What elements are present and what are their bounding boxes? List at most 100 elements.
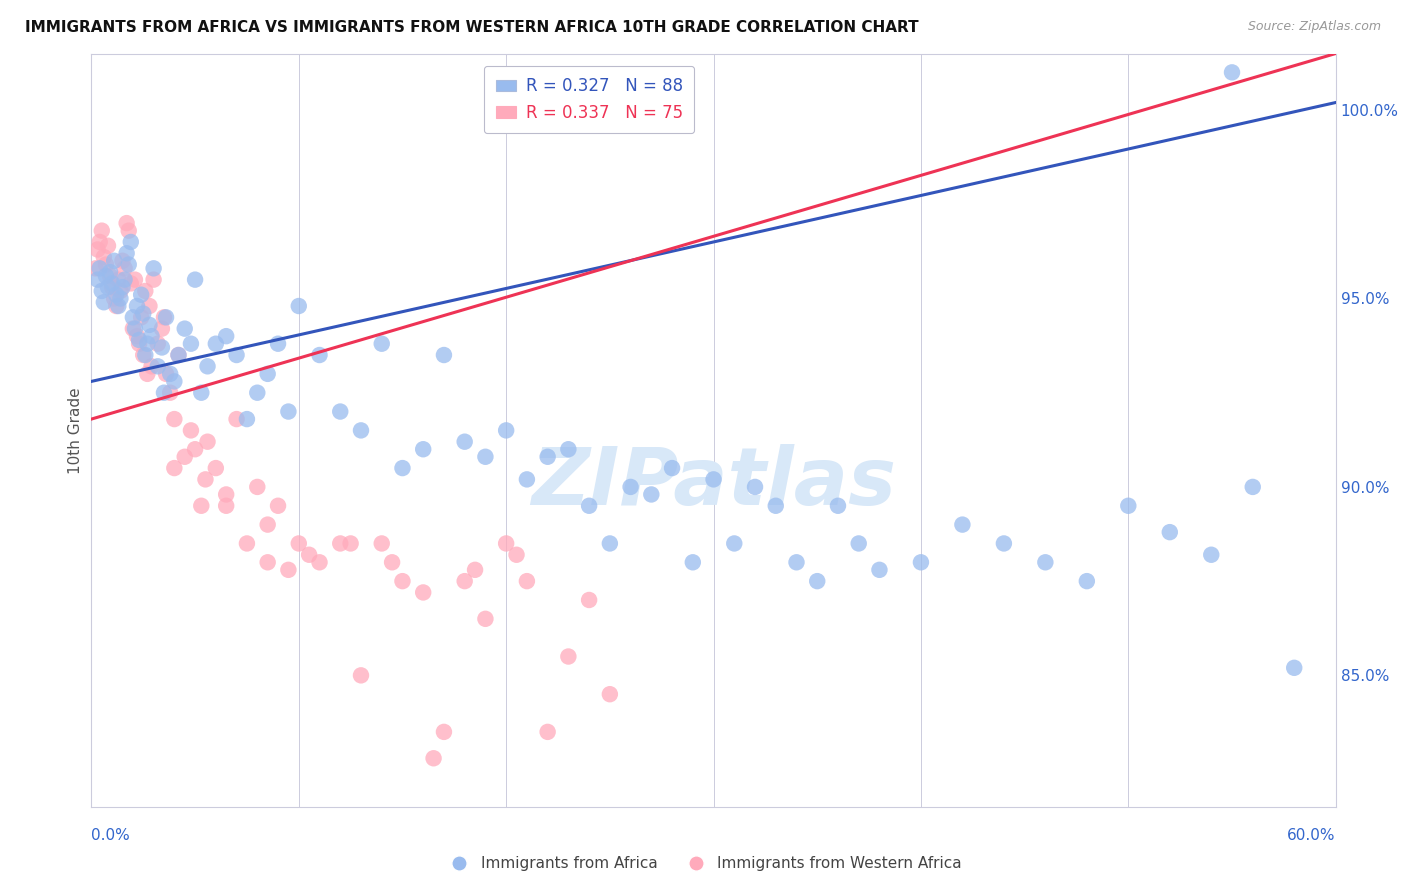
Point: [163, 461, 186, 475]
Point: [138, 299, 160, 313]
Point: [215, 487, 238, 501]
Point: [142, 273, 165, 287]
Point: [308, 555, 330, 569]
Point: [136, 367, 159, 381]
Text: ZIPatlas: ZIPatlas: [531, 444, 896, 522]
Point: [536, 450, 558, 464]
Point: [505, 548, 527, 562]
Point: [350, 668, 373, 682]
Point: [180, 424, 202, 438]
Point: [134, 284, 156, 298]
Point: [205, 336, 228, 351]
Point: [371, 536, 394, 550]
Point: [256, 367, 278, 381]
Point: [381, 555, 404, 569]
Point: [194, 472, 217, 486]
Point: [215, 499, 238, 513]
Point: [339, 536, 361, 550]
Point: [474, 450, 496, 464]
Point: [536, 725, 558, 739]
Point: [180, 336, 202, 351]
Point: [474, 612, 496, 626]
Point: [225, 348, 247, 362]
Point: [287, 536, 309, 550]
Point: [111, 280, 134, 294]
Point: [205, 461, 228, 475]
Point: [163, 375, 186, 389]
Point: [391, 574, 413, 589]
Point: [120, 235, 142, 249]
Point: [128, 336, 150, 351]
Point: [806, 574, 828, 589]
Point: [1282, 661, 1305, 675]
Point: [146, 359, 169, 374]
Point: [256, 517, 278, 532]
Point: [308, 348, 330, 362]
Point: [910, 555, 932, 569]
Point: [105, 299, 128, 313]
Point: [236, 536, 259, 550]
Point: [277, 563, 299, 577]
Point: [93, 295, 115, 310]
Point: [197, 434, 219, 449]
Point: [159, 385, 181, 400]
Point: [129, 287, 152, 301]
Point: [93, 250, 115, 264]
Point: [107, 273, 129, 287]
Point: [1220, 65, 1243, 79]
Point: [599, 536, 621, 550]
Point: [173, 321, 195, 335]
Point: [115, 216, 138, 230]
Point: [287, 299, 309, 313]
Point: [121, 310, 145, 325]
Point: [110, 284, 132, 298]
Point: [453, 434, 475, 449]
Point: [744, 480, 766, 494]
Point: [84, 261, 107, 276]
Point: [197, 359, 219, 374]
Point: [114, 273, 136, 287]
Point: [89, 235, 111, 249]
Point: [132, 348, 155, 362]
Point: [124, 273, 146, 287]
Point: [124, 321, 146, 335]
Point: [110, 292, 132, 306]
Point: [89, 261, 111, 276]
Point: [599, 687, 621, 701]
Point: [94, 258, 117, 272]
Point: [702, 472, 725, 486]
Point: [391, 461, 413, 475]
Point: [121, 321, 145, 335]
Point: [433, 725, 456, 739]
Point: [128, 333, 150, 347]
Point: [256, 555, 278, 569]
Point: [848, 536, 870, 550]
Point: [1076, 574, 1098, 589]
Point: [111, 253, 134, 268]
Point: [153, 385, 176, 400]
Point: [103, 292, 125, 306]
Point: [115, 246, 138, 260]
Point: [134, 348, 156, 362]
Point: [138, 318, 160, 332]
Text: 0.0%: 0.0%: [91, 828, 131, 843]
Point: [167, 348, 190, 362]
Point: [142, 261, 165, 276]
Point: [150, 321, 173, 335]
Point: [120, 277, 142, 291]
Point: [190, 499, 212, 513]
Point: [246, 480, 269, 494]
Point: [412, 442, 434, 457]
Text: Source: ZipAtlas.com: Source: ZipAtlas.com: [1247, 20, 1381, 33]
Point: [118, 258, 141, 272]
Point: [765, 499, 787, 513]
Text: IMMIGRANTS FROM AFRICA VS IMMIGRANTS FROM WESTERN AFRICA 10TH GRADE CORRELATION : IMMIGRANTS FROM AFRICA VS IMMIGRANTS FRO…: [25, 20, 920, 35]
Point: [246, 385, 269, 400]
Point: [464, 563, 486, 577]
Point: [298, 548, 321, 562]
Legend: R = 0.327   N = 88, R = 0.337   N = 75: R = 0.327 N = 88, R = 0.337 N = 75: [484, 66, 695, 133]
Y-axis label: 10th Grade: 10th Grade: [67, 387, 83, 474]
Point: [105, 287, 128, 301]
Point: [371, 336, 394, 351]
Point: [950, 517, 973, 532]
